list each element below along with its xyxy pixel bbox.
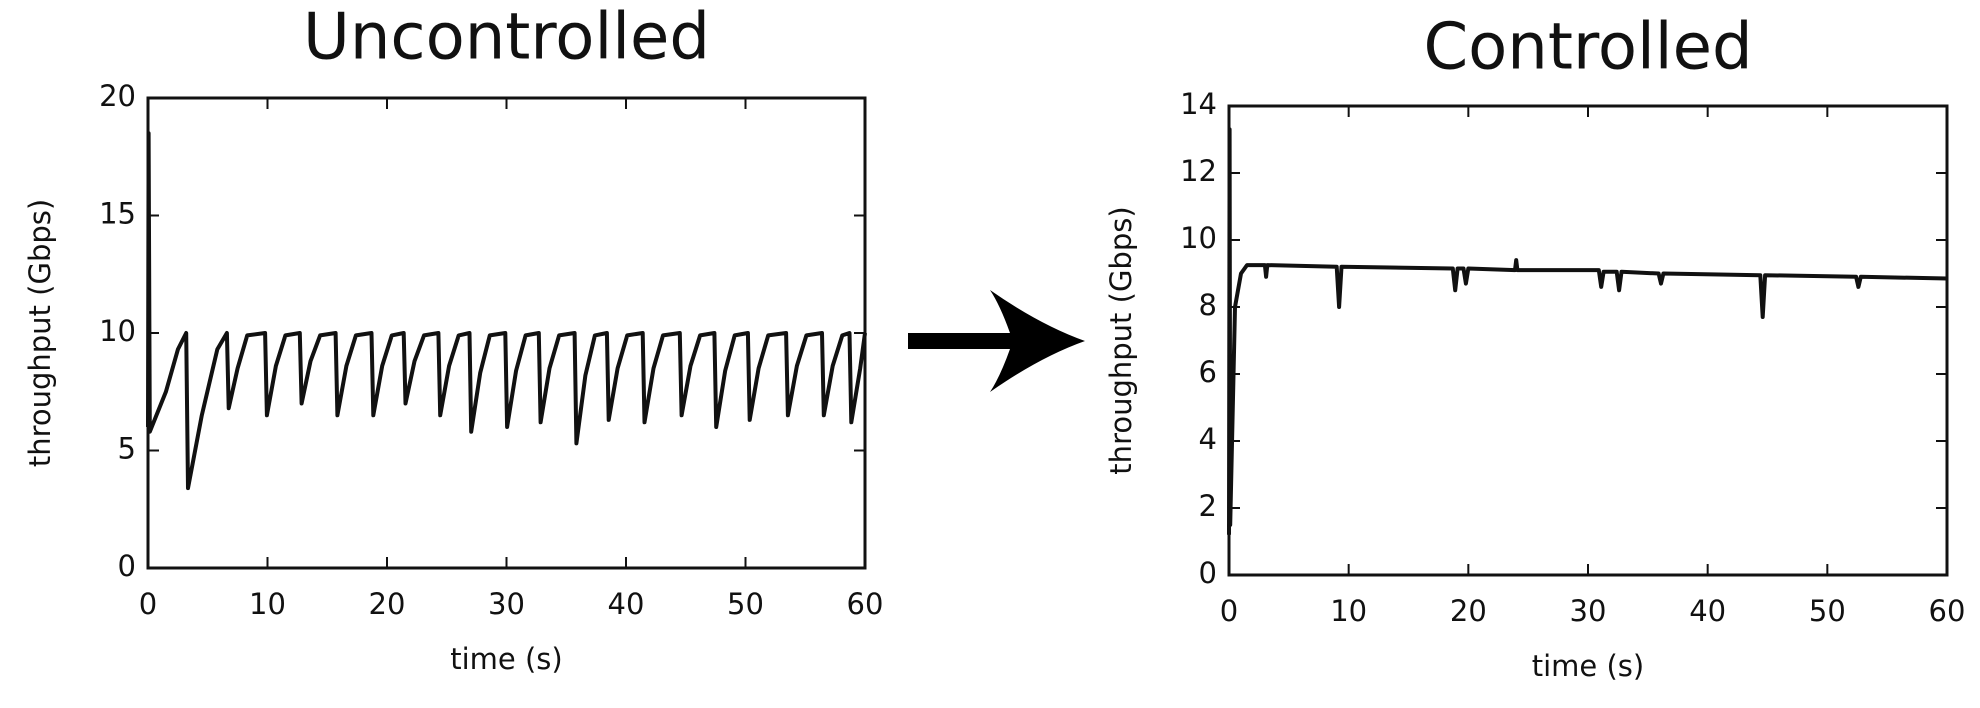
x-tick-label: 60	[1929, 594, 1966, 628]
x-tick-label: 30	[488, 587, 525, 621]
data-line	[1227, 127, 1948, 535]
plot-frame	[146, 96, 867, 570]
y-tick-label: 14	[1180, 87, 1217, 121]
y-axis-label: throughput (Gbps)	[1104, 206, 1138, 474]
data-line	[146, 131, 867, 491]
y-tick-label: 20	[99, 79, 136, 113]
chart-title: Uncontrolled	[303, 1, 710, 75]
y-tick-label: 6	[1199, 355, 1217, 389]
x-tick-label: 30	[1570, 594, 1607, 628]
chart-title: Controlled	[1423, 11, 1752, 85]
y-tick-label: 10	[1180, 221, 1217, 255]
x-tick-label: 60	[847, 587, 884, 621]
x-axis-label: time (s)	[450, 642, 562, 676]
y-tick-label: 0	[1199, 556, 1217, 590]
arrow	[908, 290, 1085, 392]
x-tick-label: 40	[1689, 594, 1726, 628]
x-tick-label: 10	[1330, 594, 1367, 628]
y-tick-label: 5	[118, 432, 136, 466]
y-tick-label: 0	[118, 549, 136, 583]
y-tick-label: 12	[1180, 154, 1217, 188]
y-axis-label: throughput (Gbps)	[23, 199, 57, 467]
x-tick-label: 40	[608, 587, 645, 621]
x-tick-label: 20	[369, 587, 406, 621]
x-tick-label: 0	[139, 587, 157, 621]
x-tick-label: 50	[1809, 594, 1846, 628]
y-tick-label: 10	[99, 314, 136, 348]
x-axis-label: time (s)	[1532, 649, 1644, 683]
x-tick-label: 0	[1220, 594, 1238, 628]
x-tick-label: 10	[249, 587, 286, 621]
x-tick-label: 20	[1450, 594, 1487, 628]
y-tick-label: 15	[99, 197, 136, 231]
plot-frame	[1227, 104, 1949, 577]
y-tick-label: 2	[1199, 489, 1217, 523]
y-tick-label: 4	[1199, 422, 1217, 456]
y-tick-label: 8	[1199, 288, 1217, 322]
x-tick-label: 50	[727, 587, 764, 621]
